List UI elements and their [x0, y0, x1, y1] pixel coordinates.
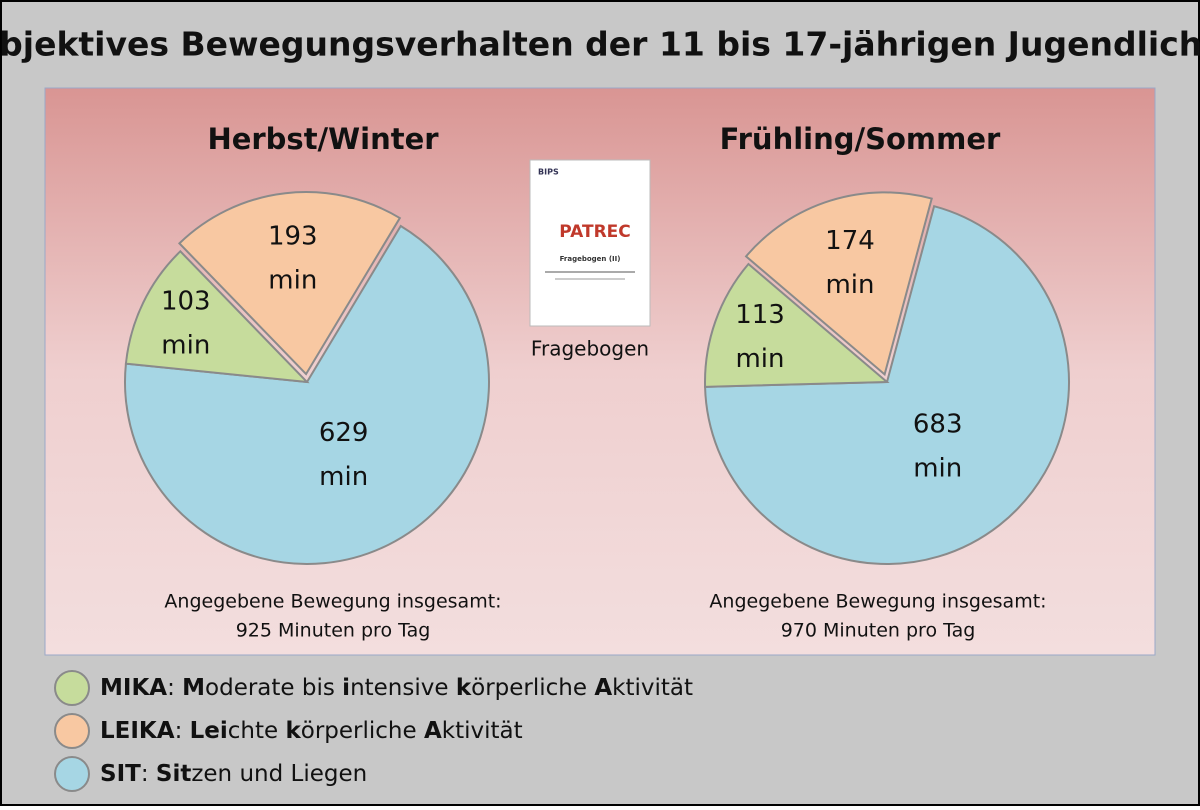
legend-text: örperliche [301, 718, 424, 744]
pie-slice [124, 249, 310, 384]
pie-slice [124, 224, 490, 565]
legend-text: oderate bis [205, 675, 342, 701]
legend-text: : [175, 718, 190, 744]
legend-text: chte [228, 718, 286, 744]
legend-text: MIKA [100, 675, 167, 701]
legend-text: Lei [190, 718, 228, 744]
total-annotation: 970 Minuten pro Tag [781, 620, 976, 642]
legend-entry: SIT: Sitzen und Liegen [100, 761, 367, 787]
value-label: 629 min [319, 418, 369, 492]
document-brand: PATREC [559, 222, 631, 242]
questionnaire-image: BIPS PATREC Fragebogen (II) Fragebogen [529, 159, 651, 361]
legend-entry: MIKA: Moderate bis intensive körperliche… [100, 675, 693, 701]
legend-text: ntensive [350, 675, 456, 701]
slide-title: Subjektives Bewegungsverhalten der 11 bi… [0, 25, 1200, 64]
document-caption: Fragebogen [531, 337, 649, 361]
value-label: 174 min [825, 226, 875, 300]
document-logo: BIPS [538, 168, 559, 177]
pie-title: Frühling/Sommer [720, 122, 1001, 156]
legend-text: ktivität [442, 718, 523, 744]
pie-title: Herbst/Winter [207, 122, 439, 156]
legend-text: k [456, 675, 472, 701]
total-annotation: 925 Minuten pro Tag [236, 620, 431, 642]
value-label: 113 min [735, 300, 785, 374]
total-annotation: Angegebene Bewegung insgesamt: [164, 591, 501, 613]
document-page [529, 159, 651, 327]
legend-text: zen und Liegen [191, 761, 367, 787]
legend-text: Sit [156, 761, 191, 787]
legend-entry: LEIKA: Leichte körperliche Aktivität [100, 718, 523, 744]
legend-text: k [285, 718, 301, 744]
legend-text: örperliche [471, 675, 594, 701]
legend-text: : [167, 675, 182, 701]
document-heading: Fragebogen (II) [560, 255, 621, 263]
value-label: 683 min [913, 409, 963, 483]
legend-text: A [594, 675, 612, 701]
legend-text: M [182, 675, 205, 701]
legend-text: A [424, 718, 442, 744]
legend-swatch [54, 713, 90, 749]
pie-slice [704, 204, 1070, 565]
legend-text: : [141, 761, 156, 787]
legend-text: ktivität [612, 675, 693, 701]
legend-text: SIT [100, 761, 141, 787]
pie-slice [704, 262, 890, 388]
value-label: 193 min [268, 221, 318, 295]
legend-swatch [54, 670, 90, 706]
value-label: 103 min [161, 286, 211, 360]
legend-text: LEIKA [100, 718, 175, 744]
pie-slice [177, 191, 402, 376]
legend-swatch [54, 756, 90, 792]
pie-slice [744, 191, 933, 377]
total-annotation: Angegebene Bewegung insgesamt: [709, 591, 1046, 613]
legend-text: i [342, 675, 350, 701]
